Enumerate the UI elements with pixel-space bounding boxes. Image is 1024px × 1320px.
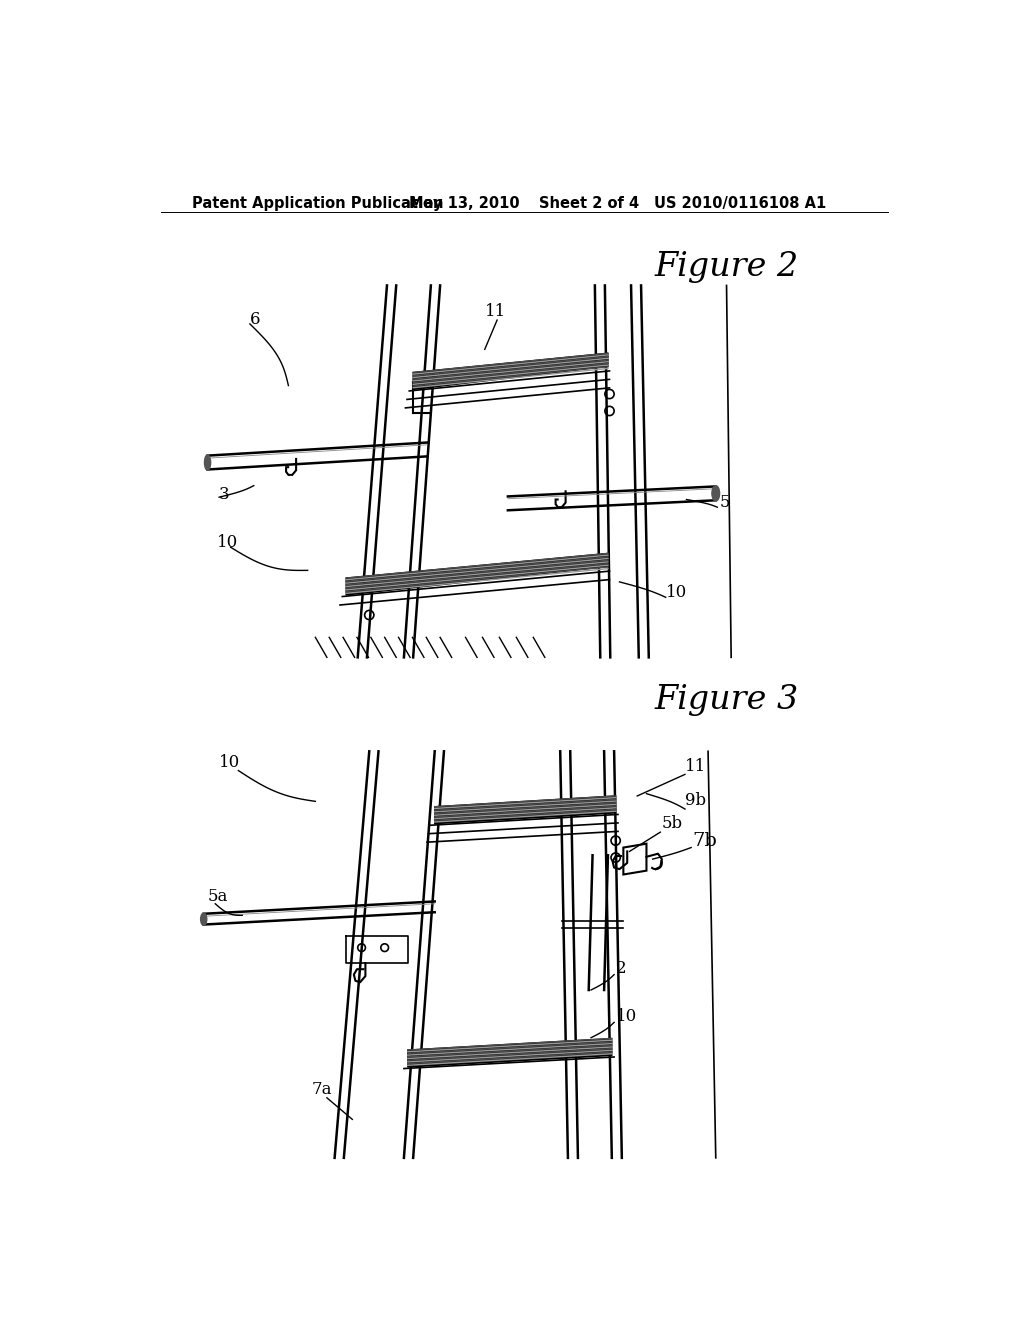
Polygon shape [435,796,615,824]
Text: 10: 10 [615,1007,637,1024]
Text: 11: 11 [484,304,506,321]
Text: 2: 2 [615,960,627,977]
Text: Figure 2: Figure 2 [654,251,799,282]
Text: Sheet 2 of 4: Sheet 2 of 4 [539,195,639,211]
Text: Figure 3: Figure 3 [654,684,799,717]
Text: May 13, 2010: May 13, 2010 [410,195,520,211]
Text: 10: 10 [217,535,238,552]
Polygon shape [408,1039,611,1067]
Text: 7b: 7b [692,832,718,850]
Text: 7a: 7a [311,1081,332,1098]
Text: 3: 3 [219,486,229,503]
Text: 10: 10 [219,754,241,771]
Text: 11: 11 [685,758,707,775]
Text: Patent Application Publication: Patent Application Publication [193,195,443,211]
Text: 10: 10 [666,585,687,602]
Polygon shape [413,354,608,389]
Text: 9b: 9b [685,792,707,809]
Text: 5: 5 [720,494,730,511]
Ellipse shape [712,486,720,502]
Text: US 2010/0116108 A1: US 2010/0116108 A1 [654,195,826,211]
Polygon shape [346,553,608,595]
Text: 5a: 5a [208,888,228,906]
Ellipse shape [205,455,211,470]
Ellipse shape [201,913,207,925]
Text: 5b: 5b [662,816,683,833]
Text: 6: 6 [250,312,260,327]
